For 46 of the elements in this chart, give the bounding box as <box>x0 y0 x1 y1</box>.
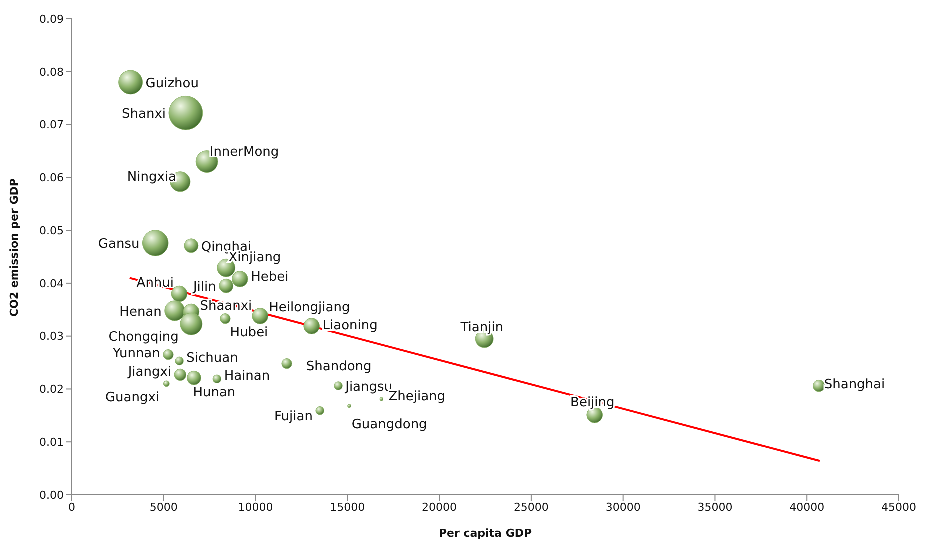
x-tick-label: 5000 <box>150 500 178 514</box>
y-tick-label: 0.09 <box>40 12 64 26</box>
x-tick-label: 20000 <box>422 500 458 514</box>
data-label: Ningxia <box>127 170 177 185</box>
data-label: Fujian <box>274 410 313 425</box>
data-label: Hainan <box>224 369 270 384</box>
data-label: Heilongjiang <box>269 300 350 316</box>
x-tick-label: 45000 <box>882 500 916 514</box>
y-tick-label: 0.07 <box>40 118 64 132</box>
data-label: Chongqing <box>108 330 179 346</box>
x-tick-label: 40000 <box>790 500 825 514</box>
x-tick-label: 30000 <box>606 500 641 514</box>
x-tick-label: 25000 <box>514 500 549 514</box>
data-label: Yunnan <box>112 346 160 362</box>
data-label: Shandong <box>306 359 372 374</box>
data-label: Henan <box>120 304 162 320</box>
data-label: Gansu <box>98 237 140 252</box>
x-tick-label: 35000 <box>698 500 733 514</box>
y-tick-label: 0.03 <box>40 330 64 344</box>
x-tick-label: 15000 <box>330 500 366 514</box>
y-axis-title: CO2 emission per GDP <box>8 178 21 317</box>
data-label: Guizhou <box>146 76 199 92</box>
x-axis-title: Per capita GDP <box>438 527 532 540</box>
data-label: Hubei <box>230 326 268 341</box>
y-tick-label: 0.01 <box>40 436 64 450</box>
y-tick-label: 0.05 <box>40 224 64 238</box>
y-tick-label: 0.08 <box>40 66 64 79</box>
data-label: Xinjiang <box>228 250 282 266</box>
y-tick-label: 0.04 <box>40 277 64 290</box>
data-label: Guangdong <box>352 418 428 433</box>
x-tick-label: 0 <box>68 500 76 514</box>
data-label: Liaoning <box>322 318 378 334</box>
x-tick-label: 10000 <box>238 500 274 514</box>
data-label: Hebei <box>251 270 289 286</box>
data-label: Tianjin <box>460 320 504 336</box>
data-label: Sichuan <box>186 351 238 366</box>
data-label: Guangxi <box>105 390 160 406</box>
data-label: Jilin <box>192 280 216 296</box>
data-label: Shanghai <box>824 378 886 393</box>
data-label: Jiangxi <box>127 364 172 380</box>
y-tick-label: 0.02 <box>40 383 64 396</box>
y-tick-label: 0.00 <box>40 488 64 502</box>
data-label: Shanxi <box>122 107 166 122</box>
data-label: Hunan <box>193 386 236 401</box>
y-tick-label: 0.06 <box>40 172 64 185</box>
data-label: InnerMong <box>210 144 280 160</box>
